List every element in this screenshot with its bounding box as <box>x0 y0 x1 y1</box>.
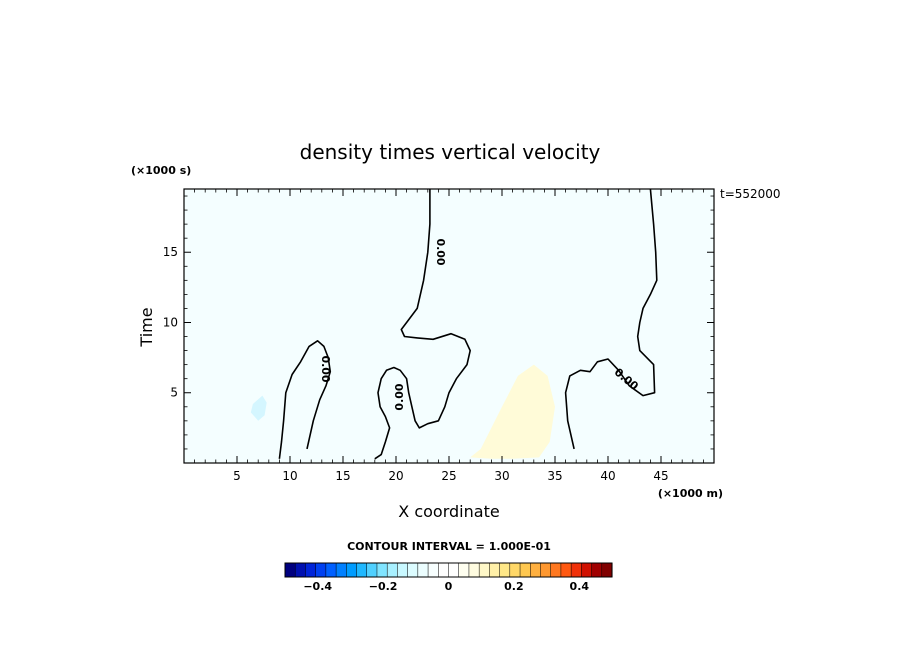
x-tick-label: 30 <box>494 469 509 483</box>
colorbar-swatch <box>560 562 572 578</box>
colorbar-tick-label: −0.4 <box>303 580 332 593</box>
x-units-label: (×1000 m) <box>658 487 723 500</box>
x-axis-label: X coordinate <box>398 502 499 521</box>
timestamp-label: t=552000 <box>720 187 781 201</box>
colorbar-swatch <box>366 562 378 578</box>
x-tick-label: 35 <box>547 469 562 483</box>
x-tick-label: 45 <box>653 469 668 483</box>
y-units-label: (×1000 s) <box>131 164 191 177</box>
contour-lines <box>278 188 658 460</box>
x-tick-label: 15 <box>335 469 350 483</box>
colorbar-swatch <box>325 562 337 578</box>
colorbar-swatch <box>581 562 593 578</box>
colorbar: −0.4 −0.2 0 0.2 0.4 <box>284 562 613 593</box>
colorbar-swatch <box>530 562 542 578</box>
colorbar-swatch <box>540 562 552 578</box>
zero-contour-1 <box>374 189 472 460</box>
axis-ticks: 5 10 15 20 25 30 35 40 45 5 10 15 <box>163 189 714 483</box>
colorbar-swatch <box>519 562 531 578</box>
colorbar-swatch <box>448 562 460 578</box>
contour-label-1: 0.00 <box>434 238 447 265</box>
x-tick-label: 40 <box>600 469 615 483</box>
x-tick-label: 10 <box>282 469 297 483</box>
y-axis-label: Time <box>137 307 156 347</box>
weak-positive-region <box>470 364 555 459</box>
zero-contour-3 <box>278 339 332 459</box>
colorbar-swatch <box>427 562 439 578</box>
colorbar-swatch <box>397 562 409 578</box>
colorbar-swatch <box>284 562 296 578</box>
y-tick-label: 10 <box>163 315 178 329</box>
contour-interval-label: CONTOUR INTERVAL = 1.000E-01 <box>347 540 551 553</box>
colorbar-swatch <box>478 562 490 578</box>
colorbar-tick-label: 0.4 <box>570 580 590 593</box>
colorbar-swatch <box>386 562 398 578</box>
contour-label-3: 0.00 <box>393 383 406 410</box>
colorbar-swatch <box>407 562 419 578</box>
colorbar-swatch <box>376 562 388 578</box>
colorbar-swatch <box>509 562 521 578</box>
colorbar-frame <box>284 562 613 578</box>
colorbar-swatch <box>294 562 306 578</box>
colorbar-swatch <box>591 562 603 578</box>
colorbar-swatch <box>468 562 480 578</box>
colorbar-swatch <box>335 562 347 578</box>
colorbar-swatch <box>438 562 450 578</box>
colorbar-swatch <box>550 562 562 578</box>
chart-title: density times vertical velocity <box>300 140 601 164</box>
colorbar-swatch <box>417 562 429 578</box>
colorbar-swatch <box>346 562 358 578</box>
y-tick-label: 5 <box>170 386 178 400</box>
colorbar-swatch <box>601 562 613 578</box>
x-tick-label: 25 <box>441 469 456 483</box>
colorbar-tick-label: 0 <box>445 580 453 593</box>
colorbar-swatch <box>570 562 582 578</box>
x-tick-label: 5 <box>233 469 241 483</box>
colorbar-tick-label: 0.2 <box>504 580 524 593</box>
colorbar-swatch <box>305 562 317 578</box>
colorbar-tick-label: −0.2 <box>369 580 398 593</box>
zero-contour-2 <box>564 188 658 450</box>
contour-label-2: 0.00 <box>319 355 332 382</box>
colorbar-swatch <box>489 562 501 578</box>
colorbar-swatch <box>315 562 327 578</box>
y-tick-label: 15 <box>163 245 178 259</box>
colorbar-swatch <box>458 562 470 578</box>
weak-negative-region <box>250 395 267 421</box>
shaded-regions <box>250 364 555 459</box>
x-tick-label: 20 <box>388 469 403 483</box>
plot-background <box>184 189 714 463</box>
colorbar-swatch <box>499 562 511 578</box>
colorbar-swatch <box>356 562 368 578</box>
